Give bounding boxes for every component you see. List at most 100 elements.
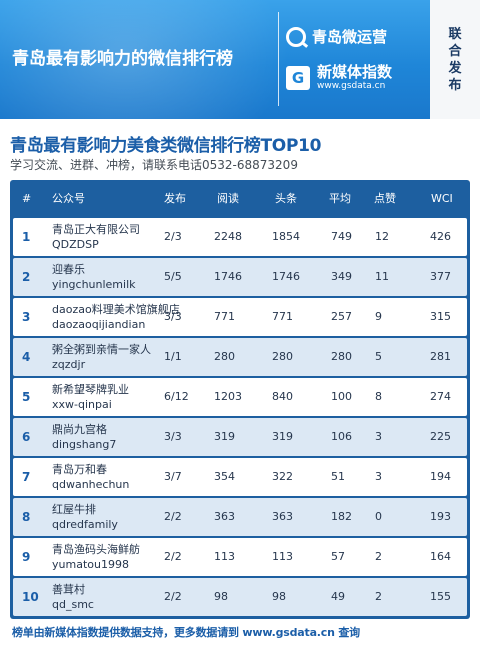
cell-wci: 377	[430, 270, 451, 283]
cell-headline: 771	[272, 310, 293, 323]
cell-avg: 257	[331, 310, 352, 323]
table-row: 2 5/5 1746 1746 349 11 377 迎春乐 yingchunlemilk	[13, 258, 467, 296]
cell-headline: 840	[272, 390, 293, 403]
cell-headline: 319	[272, 430, 293, 443]
cell-likes: 0	[375, 510, 382, 523]
cell-publish: 3/3	[164, 310, 182, 323]
cell-likes: 9	[375, 310, 382, 323]
cell-account: 迎春乐 yingchunlemilk	[52, 262, 136, 292]
header-banner: 青岛最有影响力的微信排行榜 青岛微运营 G 新媒体指数 www.gsdata.c…	[0, 0, 480, 119]
cell-likes: 2	[375, 590, 382, 603]
cell-rank: 1	[22, 230, 31, 244]
cell-likes: 3	[375, 430, 382, 443]
qdwyy-logo-icon	[286, 26, 306, 47]
cell-headline: 113	[272, 550, 293, 563]
cell-publish: 3/7	[164, 470, 182, 483]
account-id: xxw-qinpai	[52, 398, 112, 411]
table-row: 1 2/3 2248 1854 749 12 426 青岛正大有限公司 QDZDSP	[13, 218, 467, 256]
cell-likes: 3	[375, 470, 382, 483]
header-likes: 点赞	[374, 192, 396, 205]
joint-release-text: 联合发布	[448, 26, 462, 93]
table-row: 5 6/12 1203 840 100 8 274 新希望琴牌乳业 xxw-qinpai	[13, 378, 467, 416]
cell-wci: 193	[430, 510, 451, 523]
header-headline: 头条	[275, 192, 297, 205]
account-id: daozaoqijiandian	[52, 318, 146, 331]
account-name: 青岛万和春	[52, 463, 107, 476]
header-wci: WCI	[431, 192, 453, 205]
cell-headline: 98	[272, 590, 286, 603]
cell-rank: 9	[22, 550, 31, 564]
joint-release-panel: 联合发布	[430, 0, 480, 119]
banner-glow	[0, 0, 290, 119]
cell-publish: 2/2	[164, 510, 182, 523]
cell-wci: 281	[430, 350, 451, 363]
account-id: qdwanhechun	[52, 478, 130, 491]
cell-account: 青岛万和春 qdwanhechun	[52, 462, 129, 492]
table-row: 3 3/3 771 771 257 9 315 daozao料理美术馆旗舰店 daozaoqij…	[13, 298, 467, 336]
cell-publish: 2/2	[164, 590, 182, 603]
cell-wci: 315	[430, 310, 451, 323]
cell-rank: 8	[22, 510, 31, 524]
brand-gsdata: G 新媒体指数 www.gsdata.cn	[286, 64, 392, 92]
cell-wci: 164	[430, 550, 451, 563]
cell-publish: 5/5	[164, 270, 182, 283]
brand-gsdata-name: 新媒体指数	[317, 63, 393, 81]
table-row: 4 1/1 280 280 280 5 281 粥全粥到亲情一家人 zqzdjr	[13, 338, 467, 376]
table-row: 10 2/2 98 98 49 2 155 善茸村 qd_smc	[13, 578, 467, 616]
account-id: dingshang7	[52, 438, 117, 451]
cell-avg: 49	[331, 590, 345, 603]
cell-publish: 2/2	[164, 550, 182, 563]
cell-read: 280	[214, 350, 235, 363]
header-rank: #	[22, 192, 32, 205]
cell-avg: 349	[331, 270, 352, 283]
account-id: qdredfamily	[52, 518, 118, 531]
account-name: 红屋牛排	[52, 503, 96, 516]
cell-likes: 8	[375, 390, 382, 403]
cell-avg: 182	[331, 510, 352, 523]
table-row: 6 3/3 319 319 106 3 225 鼎尚九宫格 dingshang7	[13, 418, 467, 456]
account-id: yingchunlemilk	[52, 278, 136, 291]
cell-wci: 225	[430, 430, 451, 443]
brand-qingdao-weiyunying: 青岛微运营	[286, 26, 387, 47]
cell-rank: 7	[22, 470, 31, 484]
account-id: zqzdjr	[52, 358, 86, 371]
cell-avg: 57	[331, 550, 345, 563]
cell-read: 1746	[214, 270, 242, 283]
data-source-footer: 榜单由新媒体指数提供数据支持，更多数据请到 www.gsdata.cn 查询	[12, 626, 360, 639]
banner-divider	[278, 12, 279, 106]
cell-rank: 2	[22, 270, 31, 284]
cell-read: 98	[214, 590, 228, 603]
header-account: 公众号	[52, 192, 85, 205]
cell-likes: 2	[375, 550, 382, 563]
table-row: 8 2/2 363 363 182 0 193 红屋牛排 qdredfamily	[13, 498, 467, 536]
cell-read: 1203	[214, 390, 242, 403]
header-read: 阅读	[217, 192, 239, 205]
cell-likes: 5	[375, 350, 382, 363]
account-name: 迎春乐	[52, 263, 85, 276]
cell-publish: 2/3	[164, 230, 182, 243]
cell-read: 354	[214, 470, 235, 483]
header-avg: 平均	[329, 192, 351, 205]
header-publish: 发布	[164, 192, 186, 205]
account-id: yumatou1998	[52, 558, 129, 571]
cell-publish: 6/12	[164, 390, 189, 403]
account-name: 善茸村	[52, 583, 85, 596]
ranking-title: 青岛最有影响力美食类微信排行榜TOP10	[10, 136, 322, 156]
gsdata-logo-icon: G	[286, 66, 310, 90]
cell-headline: 1854	[272, 230, 300, 243]
cell-read: 113	[214, 550, 235, 563]
ranking-table: # 公众号 发布 阅读 头条 平均 点赞 WCI 1 2/3 2248 1854 749…	[10, 180, 470, 619]
cell-rank: 10	[22, 590, 39, 604]
cell-headline: 1746	[272, 270, 300, 283]
cell-headline: 363	[272, 510, 293, 523]
table-header: # 公众号 发布 阅读 头条 平均 点赞 WCI	[10, 180, 470, 218]
cell-headline: 280	[272, 350, 293, 363]
cell-account: 红屋牛排 qdredfamily	[52, 502, 118, 532]
cell-read: 319	[214, 430, 235, 443]
cell-account: 善茸村 qd_smc	[52, 582, 94, 612]
cell-account: 粥全粥到亲情一家人 zqzdjr	[52, 342, 151, 372]
cell-wci: 274	[430, 390, 451, 403]
cell-account: 青岛正大有限公司 QDZDSP	[52, 222, 140, 252]
table-row: 7 3/7 354 322 51 3 194 青岛万和春 qdwanhechun	[13, 458, 467, 496]
cell-avg: 100	[331, 390, 352, 403]
